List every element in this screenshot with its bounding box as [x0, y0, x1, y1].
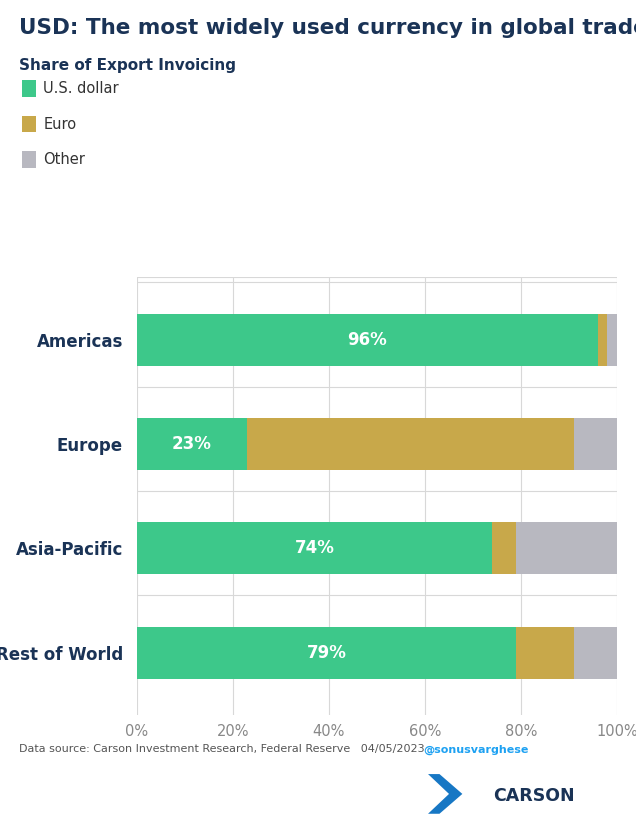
- Bar: [247, 418, 574, 470]
- Text: 96%: 96%: [347, 331, 387, 349]
- Bar: [598, 313, 607, 366]
- Text: @sonusvarghese: @sonusvarghese: [423, 744, 529, 754]
- Bar: [137, 313, 598, 366]
- Text: 79%: 79%: [307, 643, 347, 662]
- Bar: [607, 313, 617, 366]
- Bar: [574, 627, 617, 679]
- Text: USD: The most widely used currency in global trade: USD: The most widely used currency in gl…: [19, 18, 636, 38]
- Text: Other: Other: [43, 152, 85, 167]
- Bar: [516, 627, 574, 679]
- Bar: [516, 523, 617, 575]
- Bar: [492, 523, 516, 575]
- Polygon shape: [428, 774, 462, 814]
- Text: 74%: 74%: [294, 539, 335, 557]
- Text: 23%: 23%: [172, 435, 212, 453]
- Bar: [137, 418, 247, 470]
- Text: Data source: Carson Investment Research, Federal Reserve   04/05/2023: Data source: Carson Investment Research,…: [19, 744, 425, 754]
- Text: U.S. dollar: U.S. dollar: [43, 81, 119, 96]
- Bar: [137, 627, 516, 679]
- Bar: [137, 523, 492, 575]
- Text: Euro: Euro: [43, 117, 76, 131]
- Text: Share of Export Invoicing: Share of Export Invoicing: [19, 58, 236, 73]
- Text: CARSON: CARSON: [493, 786, 574, 805]
- Bar: [574, 418, 617, 470]
